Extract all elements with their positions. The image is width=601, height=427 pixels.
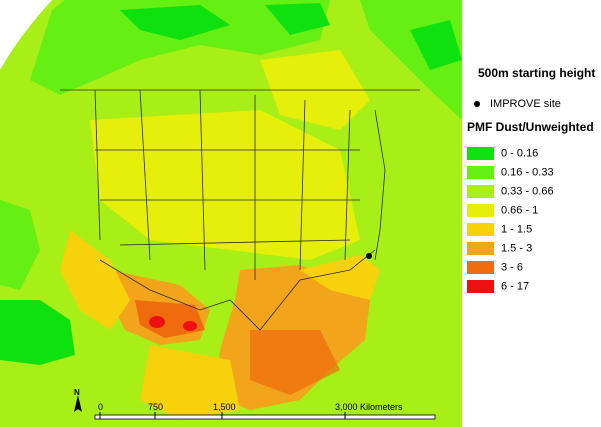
legend-swatch [467, 166, 494, 179]
legend-site-entry: IMPROVE site [474, 98, 561, 110]
scale-label-3000: 3,000 Kilometers [335, 402, 403, 412]
legend-class: 0.16 - 0.33 [467, 166, 554, 179]
legend-class: 6 - 17 [467, 280, 529, 293]
legend-swatch [467, 223, 494, 236]
legend-site-label: IMPROVE site [490, 98, 561, 110]
legend-class: 0.66 - 1 [467, 204, 538, 217]
mid-region-interior [90, 110, 360, 260]
legend-heading: PMF Dust/Unweighted [467, 120, 594, 134]
scale-label-1500: 1,500 [213, 402, 236, 412]
scale-bar [94, 412, 436, 420]
legend-class-label: 3 - 6 [501, 261, 524, 274]
north-arrow-icon [74, 395, 82, 412]
legend-swatch [467, 261, 494, 274]
legend-class: 1.5 - 3 [467, 242, 532, 255]
legend-swatch [467, 185, 494, 198]
political-boundaries [60, 89, 420, 331]
legend-swatch [467, 204, 494, 217]
legend-class-label: 6 - 17 [501, 280, 530, 293]
legend-class: 0 - 0.16 [467, 147, 538, 160]
scale-bar-labels: 0 750 1,500 3,000 Kilometers [70, 392, 440, 422]
legend-class: 1 - 1.5 [467, 223, 532, 236]
site-dot-icon [474, 101, 480, 108]
legend-class-label: 1.5 - 3 [501, 242, 533, 255]
scale-label-750: 750 [148, 402, 164, 412]
low-region-north [30, 0, 330, 95]
north-label: N [74, 388, 80, 397]
legend-class: 3 - 6 [467, 261, 523, 274]
legend-class-label: 1 - 1.5 [501, 223, 533, 236]
peak-area-2 [183, 321, 197, 331]
improve-site-marker [366, 253, 372, 259]
legend-swatch [467, 147, 494, 160]
legend-class-label: 0.33 - 0.66 [501, 185, 554, 198]
low-region-pacific [0, 300, 75, 365]
map-legend: 500m starting height IMPROVE site PMF Du… [462, 0, 601, 427]
dust-concentration-map [0, 0, 462, 427]
legend-class-label: 0.66 - 1 [501, 204, 539, 217]
legend-title: 500m starting height [478, 66, 596, 80]
legend-class: 0.33 - 0.66 [467, 185, 554, 198]
legend-swatch [467, 242, 494, 255]
legend-swatch [467, 280, 494, 293]
legend-class-label: 0.16 - 0.33 [501, 166, 554, 179]
peak-area-1 [149, 316, 165, 328]
legend-class-label: 0 - 0.16 [501, 147, 539, 160]
scale-label-0: 0 [98, 402, 104, 412]
